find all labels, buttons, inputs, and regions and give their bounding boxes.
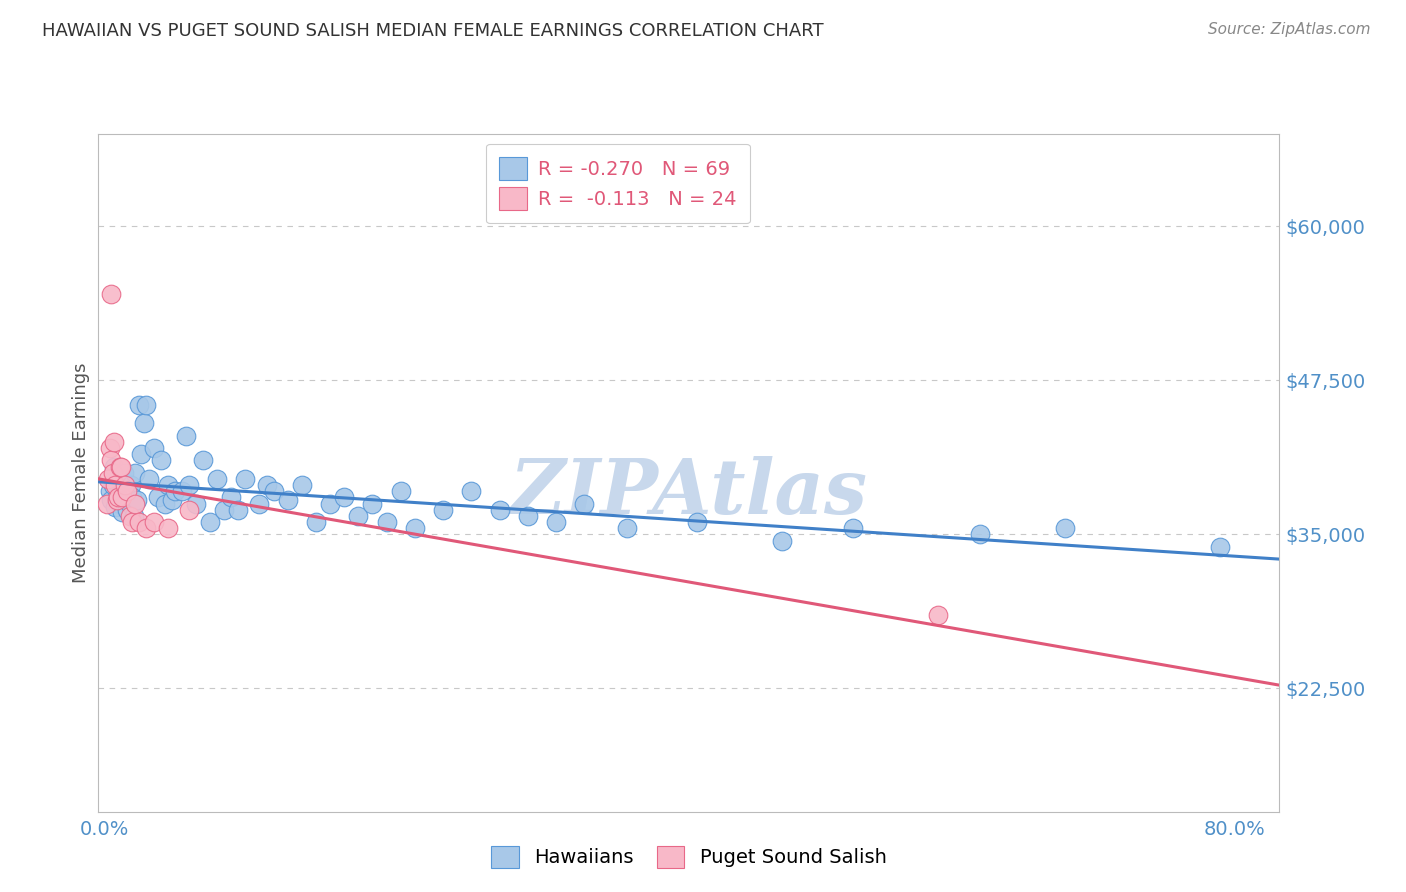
- Point: [129, 447, 152, 461]
- Point: [105, 491, 128, 505]
- Point: [488, 502, 510, 516]
- Point: [177, 478, 200, 492]
- Point: [233, 472, 256, 486]
- Point: [124, 497, 146, 511]
- Point: [135, 398, 157, 412]
- Point: [375, 515, 398, 529]
- Point: [146, 491, 169, 505]
- Legend: Hawaiians, Puget Sound Salish: Hawaiians, Puget Sound Salish: [482, 836, 896, 878]
- Point: [104, 500, 127, 515]
- Point: [927, 607, 949, 622]
- Point: [111, 505, 134, 519]
- Point: [1209, 540, 1232, 554]
- Y-axis label: Median Female Earnings: Median Female Earnings: [72, 362, 90, 583]
- Point: [114, 484, 136, 499]
- Point: [149, 453, 172, 467]
- Point: [98, 484, 121, 499]
- Point: [122, 508, 145, 523]
- Text: ZIPAtlas: ZIPAtlas: [510, 456, 868, 530]
- Point: [404, 521, 426, 535]
- Point: [361, 497, 384, 511]
- Point: [124, 466, 146, 480]
- Point: [163, 484, 186, 499]
- Point: [574, 497, 596, 511]
- Point: [128, 398, 150, 412]
- Text: HAWAIIAN VS PUGET SOUND SALISH MEDIAN FEMALE EARNINGS CORRELATION CHART: HAWAIIAN VS PUGET SOUND SALISH MEDIAN FE…: [42, 22, 824, 40]
- Point: [319, 497, 342, 511]
- Point: [142, 515, 165, 529]
- Point: [138, 472, 160, 486]
- Point: [103, 459, 125, 474]
- Legend: R = -0.270   N = 69, R =  -0.113   N = 24: R = -0.270 N = 69, R = -0.113 N = 24: [485, 144, 751, 223]
- Point: [153, 497, 176, 511]
- Point: [97, 472, 120, 486]
- Point: [219, 491, 242, 505]
- Point: [117, 481, 139, 495]
- Point: [115, 484, 138, 499]
- Point: [101, 466, 124, 480]
- Point: [114, 478, 136, 492]
- Point: [125, 492, 148, 507]
- Point: [98, 441, 121, 455]
- Point: [100, 287, 122, 301]
- Point: [110, 459, 132, 474]
- Point: [174, 429, 197, 443]
- Point: [121, 515, 143, 529]
- Point: [107, 472, 129, 486]
- Point: [460, 484, 482, 499]
- Point: [198, 515, 221, 529]
- Point: [132, 417, 155, 431]
- Point: [135, 521, 157, 535]
- Point: [184, 497, 207, 511]
- Point: [546, 515, 568, 529]
- Point: [842, 521, 865, 535]
- Point: [249, 497, 271, 511]
- Point: [112, 466, 135, 480]
- Point: [107, 491, 129, 505]
- Point: [115, 502, 138, 516]
- Point: [389, 484, 412, 499]
- Point: [156, 521, 179, 535]
- Point: [118, 497, 141, 511]
- Point: [105, 492, 128, 507]
- Point: [156, 478, 179, 492]
- Point: [121, 491, 143, 505]
- Point: [170, 484, 193, 499]
- Point: [100, 492, 122, 507]
- Point: [256, 478, 278, 492]
- Text: Source: ZipAtlas.com: Source: ZipAtlas.com: [1208, 22, 1371, 37]
- Point: [616, 521, 638, 535]
- Point: [770, 533, 793, 548]
- Point: [205, 472, 228, 486]
- Point: [128, 515, 150, 529]
- Point: [108, 497, 131, 511]
- Point: [108, 459, 131, 474]
- Point: [1053, 521, 1076, 535]
- Point: [212, 502, 235, 516]
- Point: [101, 478, 124, 492]
- Point: [277, 492, 299, 507]
- Point: [432, 502, 454, 516]
- Point: [347, 508, 370, 523]
- Point: [305, 515, 328, 529]
- Point: [111, 491, 134, 505]
- Point: [969, 527, 991, 541]
- Point: [104, 478, 127, 492]
- Point: [686, 515, 709, 529]
- Point: [103, 434, 125, 449]
- Point: [177, 502, 200, 516]
- Point: [516, 508, 538, 523]
- Point: [191, 453, 214, 467]
- Point: [160, 492, 183, 507]
- Point: [226, 502, 249, 516]
- Point: [96, 497, 118, 511]
- Point: [263, 484, 285, 499]
- Point: [110, 488, 132, 502]
- Point: [333, 491, 356, 505]
- Point: [100, 453, 122, 467]
- Point: [118, 508, 141, 523]
- Point: [142, 441, 165, 455]
- Point: [120, 478, 142, 492]
- Point: [291, 478, 314, 492]
